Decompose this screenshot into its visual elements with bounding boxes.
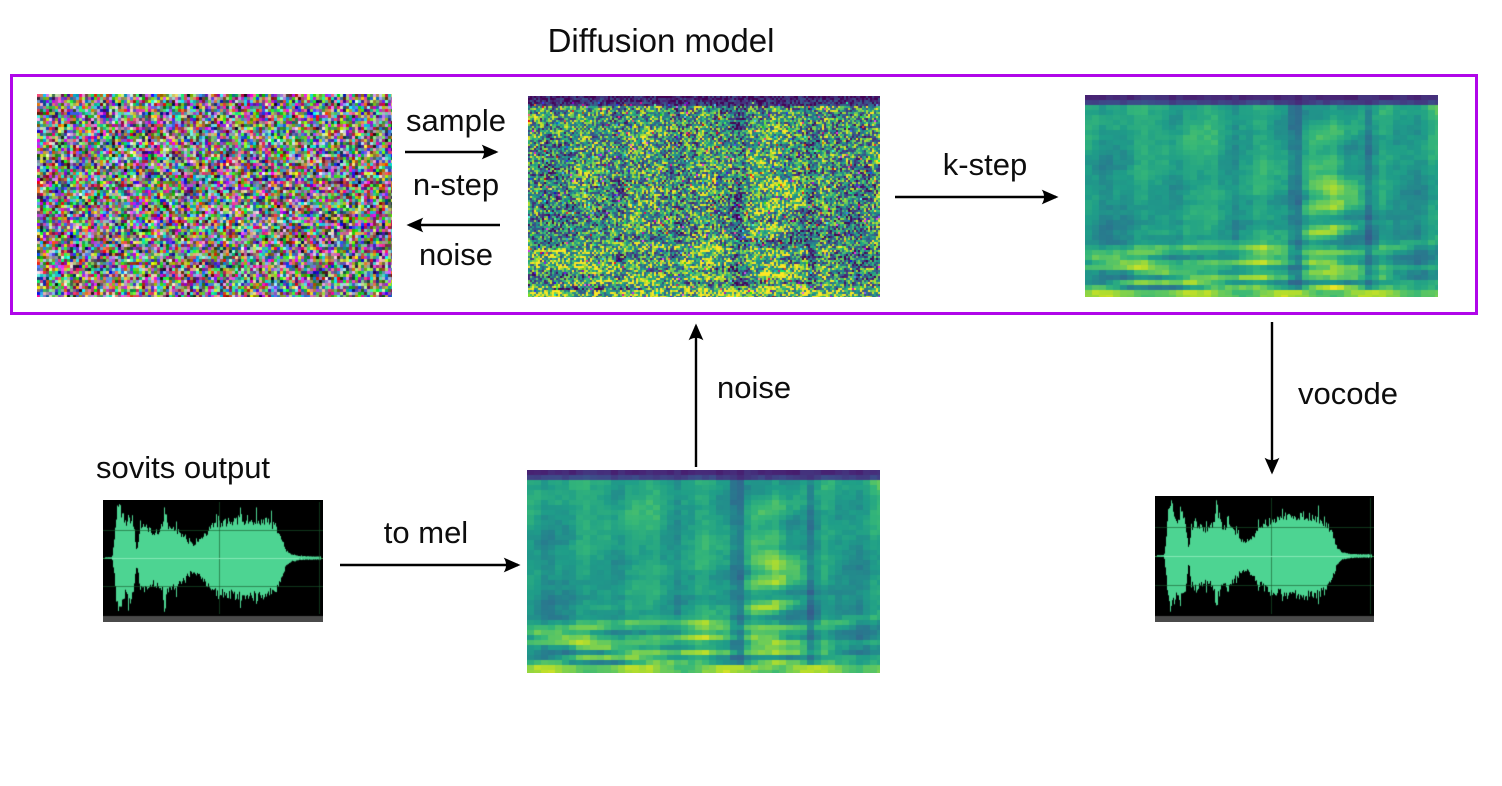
- noisy-mel-spectrogram-image: [528, 96, 880, 297]
- mel-spectrogram-image: [527, 470, 880, 673]
- denoised-mel-spectrogram-image: [1085, 95, 1438, 297]
- diagram-title: Diffusion model: [547, 22, 775, 59]
- k-step-label: k-step: [942, 147, 1028, 182]
- sovits-output-label: sovits output: [96, 450, 271, 485]
- vocoded-waveform-image: [1155, 496, 1374, 622]
- gaussian-noise-image: [37, 94, 392, 297]
- noise-up-label: noise: [717, 370, 792, 405]
- sovits-waveform-image: [103, 500, 323, 622]
- n-step-label: n-step: [412, 167, 500, 202]
- diffusion-model-box: [10, 74, 1478, 315]
- to-mel-label: to mel: [383, 515, 469, 550]
- sample-label: sample: [406, 103, 506, 138]
- vocode-label: vocode: [1298, 376, 1398, 411]
- noise-return-label: noise: [418, 237, 494, 272]
